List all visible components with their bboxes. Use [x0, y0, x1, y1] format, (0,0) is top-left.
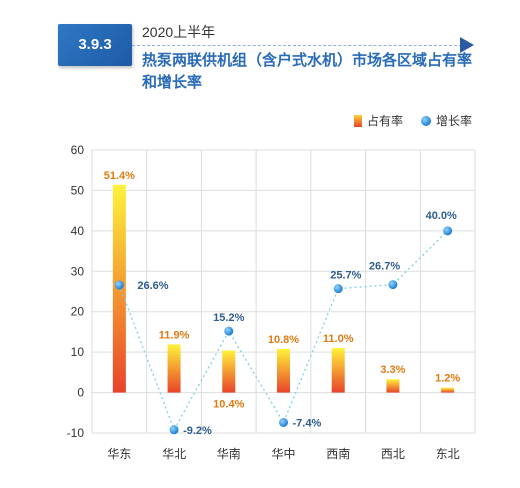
line-data-label: 26.6% — [137, 280, 168, 292]
legend-bar-label: 占有率 — [367, 113, 403, 128]
bar — [222, 350, 236, 393]
y-tick-label: 0 — [77, 386, 84, 400]
bar-data-label: 1.2% — [435, 373, 460, 385]
grid: -10 0 10 20 30 40 50 60 华东 华北 华南 华中 西南 西北 东北 — [67, 143, 476, 461]
chart-title: 热泵两联供机组（含户式水机）市场各区域占有率和增长率 — [142, 52, 473, 91]
growth-point — [443, 226, 453, 236]
y-tick-label: 40 — [71, 224, 85, 238]
x-tick-label: 华中 — [271, 446, 295, 461]
x-tick-label: 西北 — [381, 447, 405, 461]
line-data-label: 40.0% — [426, 210, 457, 222]
line-data-label: 26.7% — [369, 261, 400, 273]
y-tick-label: 30 — [71, 264, 85, 278]
y-tick-label: 10 — [71, 345, 85, 359]
y-tick-label: 60 — [71, 143, 85, 157]
x-tick-label: 西南 — [326, 446, 350, 461]
line-data-label: 15.2% — [213, 312, 244, 324]
x-tick-label: 东北 — [436, 447, 460, 461]
legend-line-label: 增长率 — [436, 113, 472, 128]
legend-bar-swatch — [354, 115, 362, 127]
growth-point — [224, 326, 234, 336]
bar — [277, 348, 290, 393]
growth-point — [169, 425, 179, 435]
bar — [441, 387, 455, 393]
line-series — [114, 226, 453, 435]
y-tick-label: -10 — [67, 426, 85, 440]
arrow-right-icon — [460, 37, 474, 53]
x-tick-label: 华北 — [162, 447, 186, 461]
growth-point — [279, 417, 288, 427]
x-tick-label: 华南 — [217, 446, 241, 461]
bar-data-label: 10.8% — [268, 334, 299, 346]
bar-data-label: 11.9% — [159, 329, 190, 341]
bar — [386, 379, 400, 393]
chart-subtitle: 2020上半年 — [142, 24, 216, 40]
line-data-label: -7.4% — [293, 417, 322, 429]
bar-data-label: 51.4% — [104, 170, 135, 182]
section-number: 3.9.3 — [78, 36, 112, 53]
legend: 占有率 增长率 — [354, 113, 472, 128]
y-tick-label: 20 — [71, 305, 85, 319]
x-tick-label: 华东 — [107, 447, 131, 461]
bar-data-label: 3.3% — [380, 364, 405, 376]
bar-data-label: 11.0% — [323, 333, 354, 345]
bar-data-label: 10.4% — [213, 399, 244, 411]
bar — [167, 344, 181, 393]
y-tick-label: 50 — [71, 183, 85, 197]
labels: 51.4% 11.9% 10.4% 10.8% 11.0% 3.3% 1.2% 26.6% -9… — [104, 170, 461, 437]
bar-series — [112, 184, 455, 393]
header-divider — [132, 45, 462, 46]
line-data-label: 25.7% — [330, 270, 361, 282]
legend-dot-swatch — [421, 116, 431, 126]
growth-point — [114, 280, 124, 290]
growth-point — [388, 280, 398, 290]
growth-point — [333, 284, 343, 294]
line-data-label: -9.2% — [183, 425, 212, 437]
section-badge: 3.9.3 — [58, 24, 132, 66]
bar — [331, 348, 345, 393]
